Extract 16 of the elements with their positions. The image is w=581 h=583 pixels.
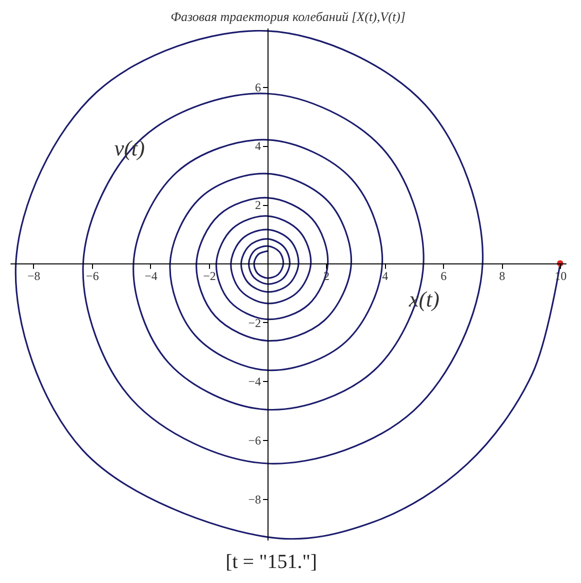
- x-tick-label: 6: [440, 268, 447, 283]
- y-tick-label: −8: [248, 492, 262, 506]
- y-tick-label: 4: [255, 139, 262, 154]
- text: [t = "151."]: [226, 551, 318, 573]
- x-tick-label: −4: [144, 268, 158, 283]
- x-tick-label: 4: [382, 268, 388, 283]
- y-tick-label: −4: [248, 374, 262, 389]
- y-tick-label: 2: [255, 198, 262, 212]
- x-tick-label: 8: [499, 268, 506, 283]
- y-tick-label: −2: [248, 316, 262, 330]
- chart-title: Фазовая траектория колебаний [X(t),V(t)]: [170, 9, 406, 24]
- y-tick-label: 6: [255, 80, 262, 94]
- x-tick-label: −8: [28, 268, 40, 283]
- x-tick-label: −2: [203, 268, 216, 283]
- y-tick-label: −6: [248, 433, 262, 448]
- x-tick-label: −6: [86, 268, 99, 283]
